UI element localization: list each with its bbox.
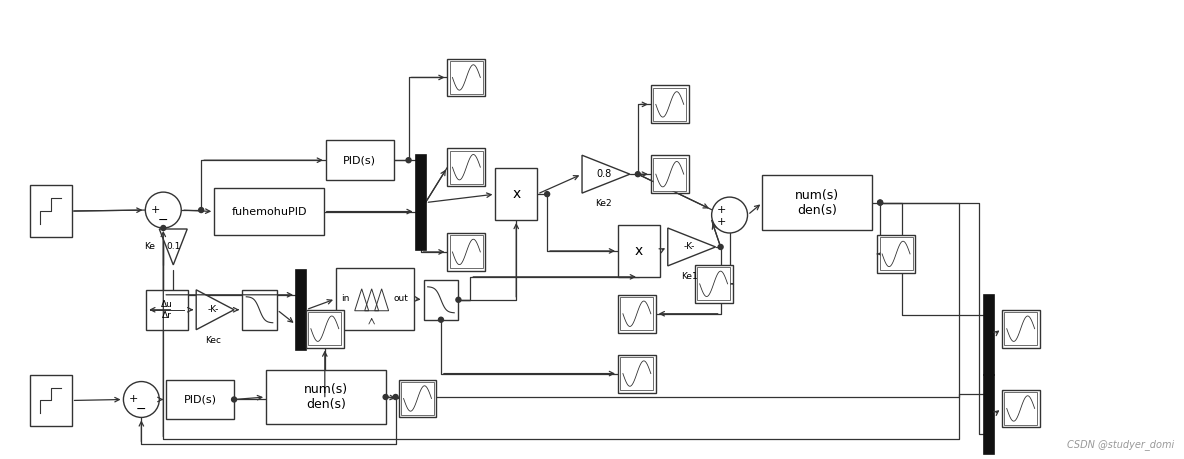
Text: in: in [341,294,349,303]
Bar [336,268,413,330]
Text: 0.8: 0.8 [596,169,611,179]
Bar [618,295,656,333]
Circle shape [232,397,237,402]
Bar [242,290,277,330]
Bar [880,237,913,270]
Circle shape [438,317,444,322]
Bar [266,369,386,425]
Text: Δu: Δu [161,300,173,309]
Bar [651,155,689,193]
Text: fuhemohuPID: fuhemohuPID [231,207,307,217]
Text: PID(s): PID(s) [343,155,377,165]
Bar [877,235,915,273]
Text: CSDN @studyer_domi: CSDN @studyer_domi [1067,439,1175,450]
Bar [495,168,538,220]
Bar [326,140,393,180]
Bar [618,225,659,277]
Bar [984,295,993,375]
Text: x: x [635,244,643,258]
Bar [296,270,305,350]
Bar [1002,390,1040,427]
Bar [448,148,485,186]
Text: Ke2: Ke2 [596,199,612,208]
Text: -K-: -K- [207,305,219,314]
Bar [762,175,873,230]
Bar [618,355,656,392]
Bar [30,185,71,237]
Bar [416,155,425,250]
Bar [305,310,343,347]
Bar [620,297,654,330]
Circle shape [393,394,398,399]
Bar [450,61,483,94]
Bar [654,88,687,121]
Bar [620,357,654,390]
Circle shape [545,191,549,196]
Text: Ke: Ke [144,242,155,252]
Text: PID(s): PID(s) [184,394,217,404]
Circle shape [161,225,166,230]
Text: −: − [136,403,147,416]
Bar [308,312,341,345]
Circle shape [877,200,882,205]
Bar [448,233,485,271]
Polygon shape [197,290,234,330]
Text: +: + [150,205,160,215]
Circle shape [877,200,882,205]
Circle shape [719,245,723,249]
Bar [1004,312,1037,345]
Text: num(s)
den(s): num(s) den(s) [304,383,348,411]
Circle shape [123,381,160,417]
Text: +: + [129,394,139,404]
Circle shape [406,158,411,162]
Circle shape [384,394,388,399]
Text: out: out [394,294,408,303]
Text: Ke1: Ke1 [681,272,697,281]
Text: Kec: Kec [205,336,221,345]
Circle shape [146,192,181,228]
Text: num(s)
den(s): num(s) den(s) [796,189,839,217]
Bar [214,188,323,235]
Text: +: + [716,217,726,227]
Bar [651,85,689,123]
Text: 0.1: 0.1 [166,242,180,252]
Text: +: + [716,205,726,215]
Text: x: x [513,187,520,201]
Circle shape [636,172,641,177]
Polygon shape [160,229,187,265]
Bar [695,265,733,303]
Bar [697,268,731,300]
Polygon shape [583,155,630,193]
Circle shape [199,207,204,213]
Bar [424,280,458,320]
Bar [448,58,485,96]
Bar [1004,392,1037,425]
Circle shape [712,197,747,233]
Text: −: − [157,213,168,226]
Bar [1002,310,1040,347]
Text: -K-: -K- [683,242,695,252]
Bar [30,375,71,426]
Bar [984,375,993,454]
Bar [450,235,483,269]
Bar [654,158,687,190]
Circle shape [456,297,461,302]
Bar [147,290,188,330]
Bar [401,382,435,415]
Polygon shape [668,228,715,266]
Text: Δr: Δr [162,311,172,320]
Bar [166,380,234,420]
Bar [450,151,483,184]
Bar [399,380,437,417]
